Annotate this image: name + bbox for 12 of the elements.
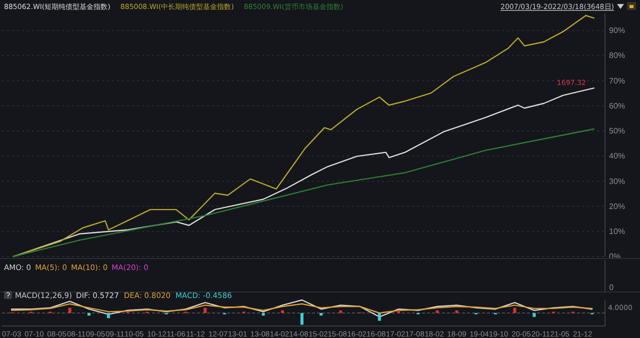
y-tick-label: 30% <box>609 176 626 186</box>
line-series <box>12 87 594 258</box>
y-tick-label: 10% <box>609 226 626 236</box>
y-tick-label: 80% <box>609 51 626 60</box>
line-series <box>12 14 594 258</box>
y-tick-label: 20% <box>609 202 626 211</box>
y-tick-label: 50% <box>609 126 626 136</box>
y-tick-label: 70% <box>609 76 626 86</box>
line-series <box>12 128 594 258</box>
y-tick-label: 40% <box>609 152 626 161</box>
y-tick-label: 60% <box>609 101 626 110</box>
y-tick-label: 90% <box>609 26 626 36</box>
